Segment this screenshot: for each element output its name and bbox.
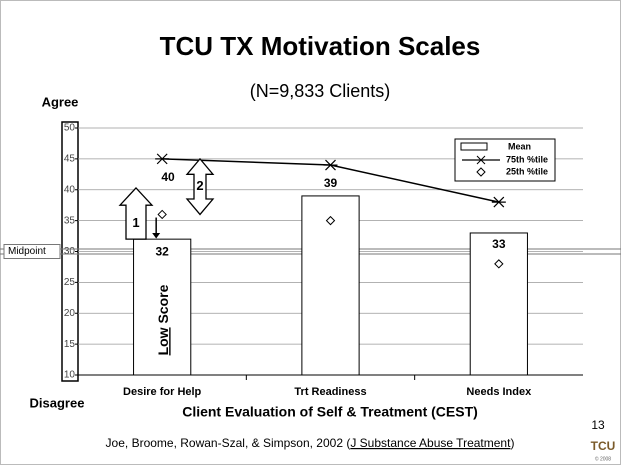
bar <box>133 238 192 376</box>
x-tick-label: Desire for Help <box>123 386 202 398</box>
midpoint-label: Midpoint <box>8 246 46 257</box>
chart-subtitle: (N=9,833 Clients) <box>250 81 391 101</box>
bar-label: 33 <box>492 237 506 251</box>
y-tick-label: 40 <box>64 184 76 195</box>
y-tick-label: 45 <box>64 154 76 165</box>
star-marker <box>155 153 170 165</box>
y-top-label: Agree <box>42 94 79 109</box>
legend-diamond <box>476 167 486 177</box>
low-arrow-head <box>152 232 161 239</box>
legend-label: Mean <box>508 141 531 151</box>
midpoint-box <box>3 244 61 259</box>
star-marker <box>491 196 506 208</box>
gap-label: 40 <box>161 170 175 184</box>
y-tick-label: 25 <box>64 277 76 288</box>
logo-year: © 2008 <box>595 455 611 462</box>
chart-title: TCU TX Motivation Scales <box>160 31 481 61</box>
arrow-2 <box>185 157 215 216</box>
legend-mean-swatch <box>460 142 488 151</box>
x-tick-label: Trt Readiness <box>294 386 366 398</box>
y-tick-label: 10 <box>64 370 76 381</box>
citation-text: Joe, Broome, Rowan-Szal, & Simpson, 2002… <box>106 436 351 450</box>
y-tick-label: 20 <box>64 308 76 319</box>
bar-label: 39 <box>324 176 338 190</box>
y-tick-label: 35 <box>64 215 76 226</box>
page-number: 13 <box>591 418 605 432</box>
logo: TCU <box>591 439 616 453</box>
y-bottom-label: Disagree <box>30 395 85 410</box>
x-axis-label: Client Evaluation of Self & Treatment (C… <box>182 404 478 420</box>
x-tick-label: Needs Index <box>466 386 532 398</box>
citation: Joe, Broome, Rowan-Szal, & Simpson, 2002… <box>106 436 515 450</box>
y-tick-label: 15 <box>64 339 76 350</box>
diamond-marker <box>494 259 504 269</box>
diamond-marker <box>325 215 336 226</box>
low-score: Low Score <box>155 284 171 355</box>
legend-star <box>476 155 486 165</box>
y-tick-label: 50 <box>64 123 76 134</box>
bar-label: 32 <box>155 244 169 258</box>
bar <box>301 195 360 376</box>
arrow-1 <box>118 186 154 240</box>
score-word: Score <box>155 284 171 323</box>
arrow-1-label: 1 <box>132 215 139 230</box>
diamond-marker <box>157 209 167 220</box>
arrow-2-label: 2 <box>196 178 203 193</box>
y-tick-label: 30 <box>64 246 76 257</box>
legend-label: 25th %tile <box>506 166 548 176</box>
legend-label: 75th %tile <box>506 154 548 164</box>
bar <box>469 232 528 376</box>
citation-text: ) <box>510 436 514 450</box>
citation-journal: J Substance Abuse Treatment <box>350 436 511 450</box>
low-word: Low <box>155 327 171 355</box>
star-marker <box>323 159 338 171</box>
